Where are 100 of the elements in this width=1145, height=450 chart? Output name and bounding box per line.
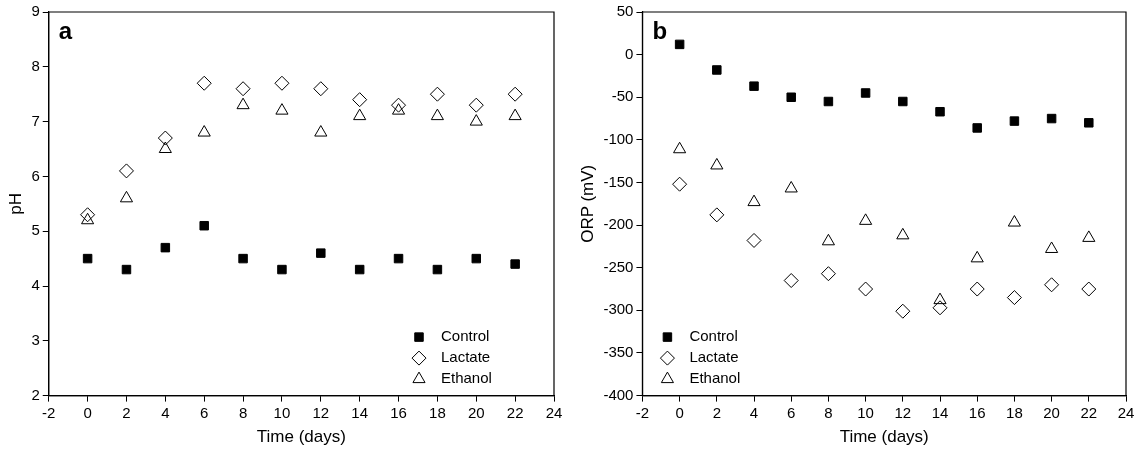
y-tick-label: 0 <box>625 44 634 62</box>
y-tick-label: -250 <box>603 257 634 275</box>
point <box>118 163 134 179</box>
x-tick-label: -2 <box>42 403 56 421</box>
point <box>1044 277 1060 293</box>
x-tick-label: 6 <box>787 403 796 421</box>
x-tick-label: 16 <box>968 403 986 421</box>
point <box>507 86 523 102</box>
point <box>747 194 761 207</box>
legend-label: Lactate <box>441 348 491 366</box>
y-tick-label: -400 <box>603 385 634 403</box>
point <box>895 303 911 319</box>
point <box>935 106 945 117</box>
point <box>432 264 443 275</box>
point <box>430 108 444 121</box>
legend-label: Control <box>441 327 490 345</box>
point <box>121 264 132 275</box>
point <box>1046 113 1057 124</box>
point <box>391 103 406 115</box>
point <box>1009 116 1020 126</box>
point <box>784 180 798 193</box>
y-tick-label: 5 <box>31 221 40 239</box>
point <box>469 114 483 126</box>
point <box>393 253 404 264</box>
point <box>821 233 835 246</box>
point <box>160 242 171 253</box>
point <box>783 273 799 289</box>
point <box>1082 230 1096 242</box>
point <box>749 81 759 91</box>
point <box>859 213 873 225</box>
point <box>823 96 834 107</box>
y-tick-label: 2 <box>31 385 40 403</box>
x-axis-title: Time (days) <box>839 427 929 447</box>
y-tick-label: 50 <box>616 2 634 20</box>
point <box>277 264 287 275</box>
point <box>969 281 985 297</box>
point <box>391 97 407 113</box>
legend-label: Control <box>689 327 738 345</box>
y-tick-label: 4 <box>31 276 40 294</box>
y-tick-label: 7 <box>31 111 40 129</box>
x-tick-label: 4 <box>749 403 759 421</box>
point <box>196 75 212 91</box>
legend-label: Lactate <box>689 348 739 366</box>
x-axis-title: Time (days) <box>256 427 346 447</box>
y-tick-label: 9 <box>31 2 40 20</box>
y-axis-title: pH <box>5 192 25 215</box>
x-tick-label: 8 <box>238 403 248 421</box>
point <box>274 75 290 91</box>
legend-label: Ethanol <box>689 369 741 387</box>
point <box>275 103 289 115</box>
y-tick-label: 6 <box>31 166 40 184</box>
x-tick-label: 20 <box>467 403 485 421</box>
point <box>429 86 445 102</box>
y-tick-label: -200 <box>603 215 634 233</box>
x-tick-label: 4 <box>161 403 170 421</box>
point <box>471 253 482 264</box>
x-tick-label: -2 <box>635 403 650 421</box>
point <box>157 130 173 146</box>
point <box>896 227 910 240</box>
point <box>972 123 982 133</box>
point <box>81 212 95 225</box>
x-tick-label: 12 <box>894 403 912 421</box>
point <box>352 92 368 108</box>
point <box>712 65 722 75</box>
point <box>238 253 248 264</box>
point <box>235 81 251 97</box>
x-tick-label: 22 <box>506 403 524 421</box>
point <box>673 141 687 154</box>
x-tick-label: 24 <box>1117 403 1135 421</box>
point <box>354 264 365 275</box>
point <box>82 253 93 264</box>
x-tick-label: 18 <box>429 403 446 421</box>
point <box>80 207 96 223</box>
point <box>674 39 685 50</box>
chart-title: a <box>58 16 73 44</box>
y-tick-label: -350 <box>603 343 634 361</box>
x-tick-label: 10 <box>857 403 874 421</box>
point <box>119 190 134 203</box>
y-tick-label: -300 <box>603 300 634 318</box>
x-tick-label: 2 <box>122 403 131 421</box>
x-tick-label: 14 <box>351 403 369 421</box>
point <box>353 108 367 121</box>
x-tick-label: 14 <box>931 403 949 421</box>
chart-title: b <box>652 16 668 44</box>
point <box>199 220 209 231</box>
point <box>970 250 984 263</box>
point <box>158 141 172 153</box>
legend-label: Ethanol <box>441 369 492 387</box>
point <box>786 92 796 102</box>
y-tick-label: 3 <box>31 330 40 348</box>
y-tick-label: -100 <box>603 130 634 148</box>
point <box>197 125 211 137</box>
x-tick-label: 18 <box>1006 403 1023 421</box>
x-tick-label: 22 <box>1080 403 1098 421</box>
point <box>710 157 724 170</box>
point <box>709 207 725 223</box>
point <box>1081 281 1097 297</box>
point <box>932 300 948 316</box>
point <box>314 125 328 137</box>
x-tick-label: 0 <box>675 403 684 421</box>
